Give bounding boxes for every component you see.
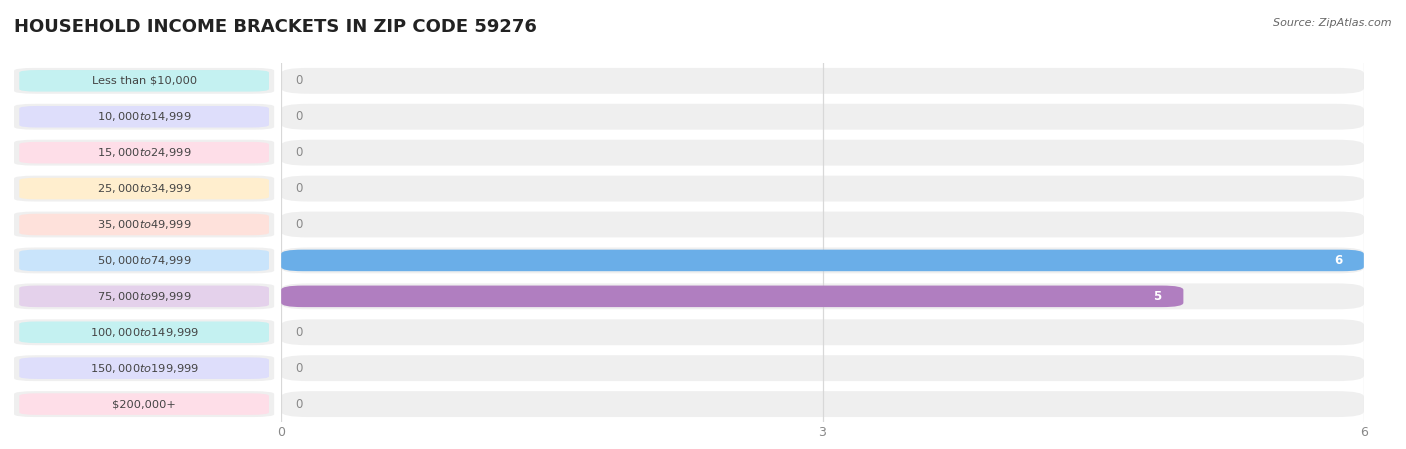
FancyBboxPatch shape [281,250,1364,271]
FancyBboxPatch shape [14,104,274,130]
FancyBboxPatch shape [281,283,1364,309]
Text: 5: 5 [1153,290,1161,303]
FancyBboxPatch shape [281,286,1184,307]
FancyBboxPatch shape [281,319,1364,345]
Text: 0: 0 [295,182,304,195]
Text: $10,000 to $14,999: $10,000 to $14,999 [97,110,191,123]
FancyBboxPatch shape [281,391,1364,417]
FancyBboxPatch shape [281,355,1364,381]
FancyBboxPatch shape [14,247,274,273]
FancyBboxPatch shape [281,140,1364,166]
Text: $25,000 to $34,999: $25,000 to $34,999 [97,182,191,195]
FancyBboxPatch shape [20,214,269,235]
Text: $50,000 to $74,999: $50,000 to $74,999 [97,254,191,267]
FancyBboxPatch shape [281,211,1364,238]
FancyBboxPatch shape [281,104,1364,130]
Text: $75,000 to $99,999: $75,000 to $99,999 [97,290,191,303]
FancyBboxPatch shape [14,319,274,345]
FancyBboxPatch shape [281,68,1364,94]
FancyBboxPatch shape [20,178,269,199]
Text: 0: 0 [295,110,304,123]
Text: 0: 0 [295,146,304,159]
Text: 0: 0 [295,75,304,87]
FancyBboxPatch shape [20,250,269,271]
FancyBboxPatch shape [20,106,269,128]
FancyBboxPatch shape [20,321,269,343]
Text: $15,000 to $24,999: $15,000 to $24,999 [97,146,191,159]
FancyBboxPatch shape [20,357,269,379]
Text: 0: 0 [295,326,304,339]
FancyBboxPatch shape [14,283,274,309]
FancyBboxPatch shape [14,211,274,238]
FancyBboxPatch shape [20,142,269,163]
FancyBboxPatch shape [20,286,269,307]
Text: $200,000+: $200,000+ [112,399,176,409]
Text: 6: 6 [1334,254,1343,267]
Text: $100,000 to $149,999: $100,000 to $149,999 [90,326,198,339]
FancyBboxPatch shape [14,68,274,94]
Text: $35,000 to $49,999: $35,000 to $49,999 [97,218,191,231]
FancyBboxPatch shape [14,140,274,166]
Text: 0: 0 [295,218,304,231]
Text: 0: 0 [295,398,304,410]
FancyBboxPatch shape [20,70,269,92]
FancyBboxPatch shape [14,176,274,202]
Text: Less than $10,000: Less than $10,000 [91,76,197,86]
Text: HOUSEHOLD INCOME BRACKETS IN ZIP CODE 59276: HOUSEHOLD INCOME BRACKETS IN ZIP CODE 59… [14,18,537,36]
Text: $150,000 to $199,999: $150,000 to $199,999 [90,362,198,374]
FancyBboxPatch shape [14,355,274,381]
FancyBboxPatch shape [20,393,269,415]
FancyBboxPatch shape [281,176,1364,202]
Text: Source: ZipAtlas.com: Source: ZipAtlas.com [1274,18,1392,28]
FancyBboxPatch shape [14,391,274,417]
Text: 0: 0 [295,362,304,374]
FancyBboxPatch shape [281,247,1364,273]
